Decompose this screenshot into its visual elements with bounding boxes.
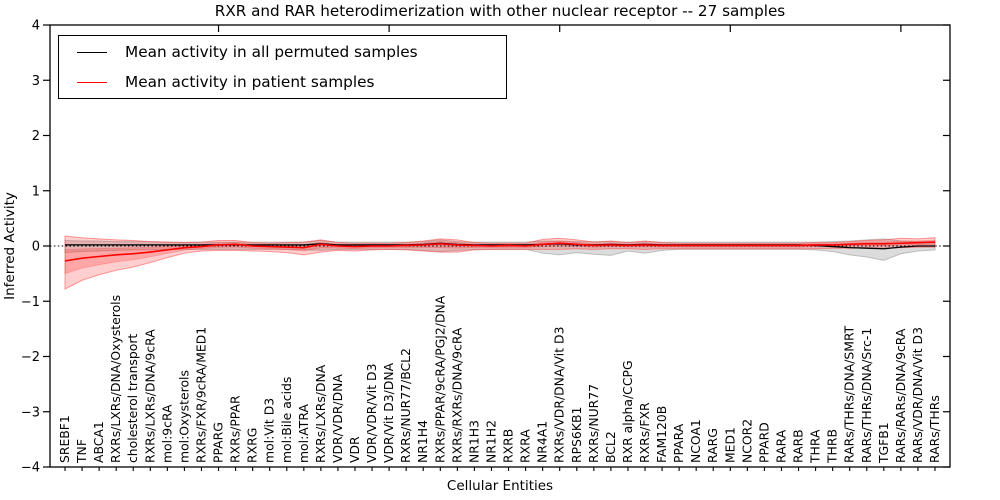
x-tick-label: RXRs/LXRs/DNA bbox=[313, 364, 328, 463]
x-tick-label: VDR bbox=[347, 436, 362, 463]
x-tick-label: RARB bbox=[791, 429, 806, 463]
y-tick-label: 2 bbox=[32, 129, 40, 144]
axes-layer bbox=[43, 24, 951, 471]
legend-label: Mean activity in all permuted samples bbox=[125, 43, 418, 61]
patient-mean-line bbox=[64, 241, 936, 262]
x-tick-label: mol:Oxysterols bbox=[176, 370, 191, 463]
x-tick-label: RARG bbox=[705, 428, 720, 463]
permuted-samples-range-band bbox=[64, 238, 936, 261]
x-tick-label: RARs/VDR/DNA/Vit D3 bbox=[910, 327, 925, 463]
y-tick-label: 3 bbox=[32, 74, 40, 89]
x-tick-label: NR1H3 bbox=[466, 420, 481, 463]
x-tick-label: NR4A1 bbox=[535, 421, 550, 463]
x-tick-label: RXRs/PPAR bbox=[228, 395, 243, 463]
x-tick-label: RARs/RARs/DNA/9cRA bbox=[893, 328, 908, 463]
chart-title: RXR and RAR heterodimerization with othe… bbox=[215, 2, 786, 20]
x-tick-label: RXRs/FXR/9cRA/MED1 bbox=[193, 327, 208, 463]
x-tick-label: RXRG bbox=[245, 428, 260, 463]
legend-line-swatch bbox=[77, 51, 107, 53]
legend-item: Mean activity in patient samples bbox=[59, 68, 506, 96]
x-tick-label: mol:9cRA bbox=[159, 404, 174, 463]
x-tick-label: RXRA bbox=[518, 429, 533, 463]
x-tick-label: VDR/VDR/DNA bbox=[330, 374, 345, 463]
x-tick-label: RARs/THRs/DNA/Src-1 bbox=[859, 328, 874, 463]
x-tick-label: RXRs/PPAR/9cRA/PGJ2/DNA bbox=[432, 295, 447, 463]
confidence-bands-layer bbox=[64, 235, 936, 290]
x-tick-label: TNF bbox=[74, 439, 89, 464]
x-tick-label: RXRs/VDR/DNA/Vit D3 bbox=[552, 327, 567, 463]
x-tick-label: NR1H4 bbox=[415, 420, 430, 463]
x-tick-label: RXRs/FXR bbox=[637, 402, 652, 463]
legend-item: Mean activity in all permuted samples bbox=[59, 38, 506, 66]
x-tick-label: THRA bbox=[808, 429, 823, 464]
x-axis-label: Cellular Entities bbox=[447, 478, 553, 494]
x-tick-label: cholesterol transport bbox=[125, 334, 140, 463]
x-tick-label: RXRs/LXRs/DNA/Oxysterols bbox=[108, 295, 123, 463]
x-tick-label: VDR/VDR/Vit D3 bbox=[364, 364, 379, 463]
x-tick-label: RXRs/NUR77/BCL2 bbox=[398, 348, 413, 463]
x-tick-label: RPS6KB1 bbox=[569, 407, 584, 463]
x-tick-label: mol:Bile acids bbox=[279, 377, 294, 463]
x-tick-label: NCOA1 bbox=[688, 419, 703, 463]
y-tick-label: 4 bbox=[32, 19, 40, 34]
y-tick-label: −3 bbox=[21, 405, 40, 420]
x-tick-label: PPARG bbox=[211, 422, 226, 463]
y-tick-label: 0 bbox=[32, 240, 40, 255]
x-tick-label: RXRs/RXRs/DNA/9cRA bbox=[449, 327, 464, 463]
x-tick-label: RXRs/NUR77 bbox=[586, 384, 601, 463]
series-lines-layer bbox=[64, 241, 936, 262]
y-tick-label: 1 bbox=[32, 184, 40, 199]
x-tick-label: THRB bbox=[825, 429, 840, 464]
x-tick-label: MED1 bbox=[722, 427, 737, 463]
x-tick-label: RXRB bbox=[501, 429, 516, 463]
y-tick-label: −4 bbox=[21, 461, 40, 476]
x-tick-label: RXR alpha/CCPG bbox=[620, 360, 635, 463]
x-tick-label: RXRs/LXRs/DNA/9cRA bbox=[142, 329, 157, 463]
x-tick-label: RARA bbox=[773, 429, 788, 463]
y-tick-label: −2 bbox=[21, 350, 40, 365]
y-axis-label: Inferred Activity bbox=[2, 192, 18, 300]
x-tick-label: VDR/Vit D3/DNA bbox=[381, 362, 396, 463]
x-tick-label: RARs/THRs/DNA/SMRT bbox=[842, 325, 857, 463]
legend: Mean activity in all permuted samples Mea… bbox=[58, 35, 507, 99]
legend-line-swatch bbox=[77, 81, 107, 83]
x-tick-label: RARs/THRs bbox=[927, 395, 942, 463]
x-tick-label: NCOR2 bbox=[739, 419, 754, 463]
x-tick-label: FAM120B bbox=[654, 406, 669, 463]
x-tick-label: mol:ATRA bbox=[296, 404, 311, 463]
x-tick-label: NR1H2 bbox=[483, 420, 498, 463]
patient-samples-range-band bbox=[64, 235, 936, 290]
x-tick-label: PPARA bbox=[671, 423, 686, 463]
x-tick-label: ABCA1 bbox=[91, 421, 106, 463]
x-tick-label: mol:Vit D3 bbox=[262, 398, 277, 463]
x-tick-label: PPARD bbox=[756, 422, 771, 463]
legend-label: Mean activity in patient samples bbox=[125, 73, 375, 91]
x-tick-label: TGFB1 bbox=[876, 422, 891, 464]
x-tick-label: SREBF1 bbox=[57, 415, 72, 463]
y-tick-label: −1 bbox=[21, 295, 40, 310]
x-tick-label: BCL2 bbox=[603, 431, 618, 463]
